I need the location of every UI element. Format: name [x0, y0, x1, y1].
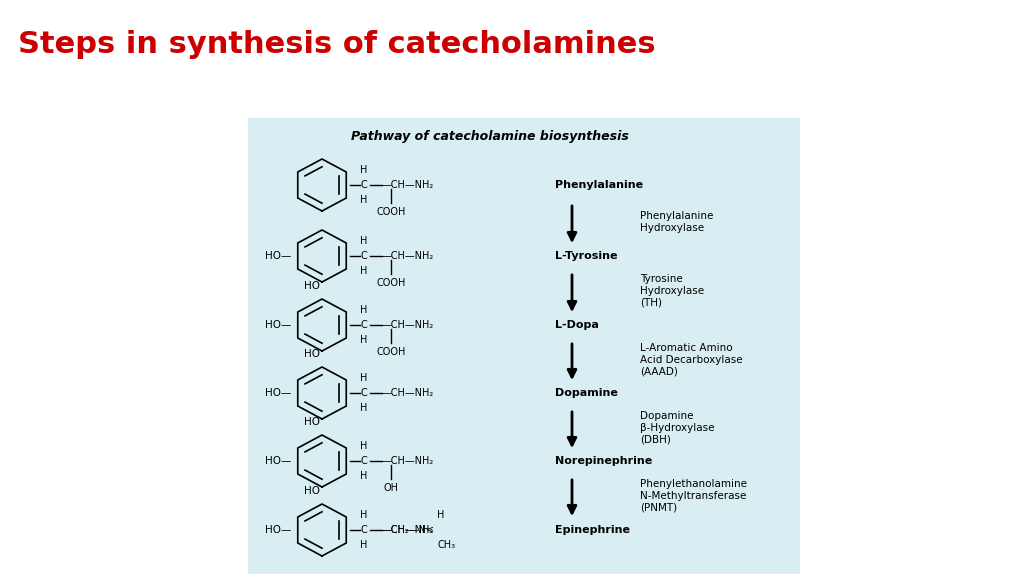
Text: Tyrosine
Hydroxylase
(TH): Tyrosine Hydroxylase (TH): [640, 274, 705, 308]
Text: H: H: [360, 335, 368, 345]
Text: L-Tyrosine: L-Tyrosine: [555, 251, 617, 261]
Bar: [248, 118, 800, 574]
Text: H: H: [360, 195, 368, 205]
Text: H: H: [360, 510, 368, 520]
Text: HO: HO: [304, 281, 319, 291]
Text: —CH—NH₂: —CH—NH₂: [382, 251, 434, 261]
Text: Dopamine: Dopamine: [555, 388, 617, 398]
Text: COOH: COOH: [376, 207, 406, 217]
Text: Epinephrine: Epinephrine: [555, 525, 630, 535]
Text: H: H: [360, 540, 368, 550]
Text: H: H: [360, 305, 368, 315]
Text: H: H: [360, 236, 368, 246]
Text: Dopamine
β-Hydroxylase
(DBH): Dopamine β-Hydroxylase (DBH): [640, 411, 715, 445]
Text: H: H: [360, 403, 368, 413]
Text: C: C: [360, 180, 368, 190]
Text: C: C: [360, 320, 368, 330]
Text: C: C: [360, 525, 368, 535]
Text: C: C: [360, 388, 368, 398]
Text: HO—: HO—: [264, 525, 291, 535]
Text: Phenylalanine: Phenylalanine: [555, 180, 643, 190]
Text: C: C: [360, 456, 368, 466]
Text: —CH—NH₂: —CH—NH₂: [382, 388, 434, 398]
Text: HO: HO: [304, 486, 319, 496]
Text: Phenylethanolamine
N-Methyltransferase
(PNMT): Phenylethanolamine N-Methyltransferase (…: [640, 479, 746, 513]
Text: H: H: [360, 266, 368, 276]
Text: —CH—NH₂: —CH—NH₂: [382, 180, 434, 190]
Text: L-Aromatic Amino
Acid Decarboxylase
(AAAD): L-Aromatic Amino Acid Decarboxylase (AAA…: [640, 343, 742, 377]
Text: HO: HO: [304, 349, 319, 359]
Text: H: H: [360, 471, 368, 481]
Text: H: H: [360, 373, 368, 383]
Text: COOH: COOH: [376, 347, 406, 357]
Text: H: H: [437, 510, 444, 520]
Text: COOH: COOH: [376, 278, 406, 288]
Text: HO—: HO—: [264, 320, 291, 330]
Text: H: H: [360, 165, 368, 175]
Text: Phenylalanine
Hydroxylase: Phenylalanine Hydroxylase: [640, 211, 714, 233]
Text: —CH—NH₂: —CH—NH₂: [382, 320, 434, 330]
Text: Steps in synthesis of catecholamines: Steps in synthesis of catecholamines: [18, 30, 655, 59]
Text: L-Dopa: L-Dopa: [555, 320, 599, 330]
Text: —CH₂—N<: —CH₂—N<: [382, 525, 435, 535]
Text: Pathway of catecholamine biosynthesis: Pathway of catecholamine biosynthesis: [351, 130, 629, 143]
Text: OH: OH: [384, 483, 398, 493]
Text: Norepinephrine: Norepinephrine: [555, 456, 652, 466]
Text: —CH—NH₂: —CH—NH₂: [382, 525, 434, 535]
Text: HO—: HO—: [264, 388, 291, 398]
Text: CH₃: CH₃: [437, 540, 455, 550]
Text: H: H: [360, 441, 368, 451]
Text: —CH—NH₂: —CH—NH₂: [382, 456, 434, 466]
Text: HO: HO: [304, 417, 319, 427]
Text: HO—: HO—: [264, 456, 291, 466]
Text: C: C: [360, 251, 368, 261]
Text: HO—: HO—: [264, 251, 291, 261]
